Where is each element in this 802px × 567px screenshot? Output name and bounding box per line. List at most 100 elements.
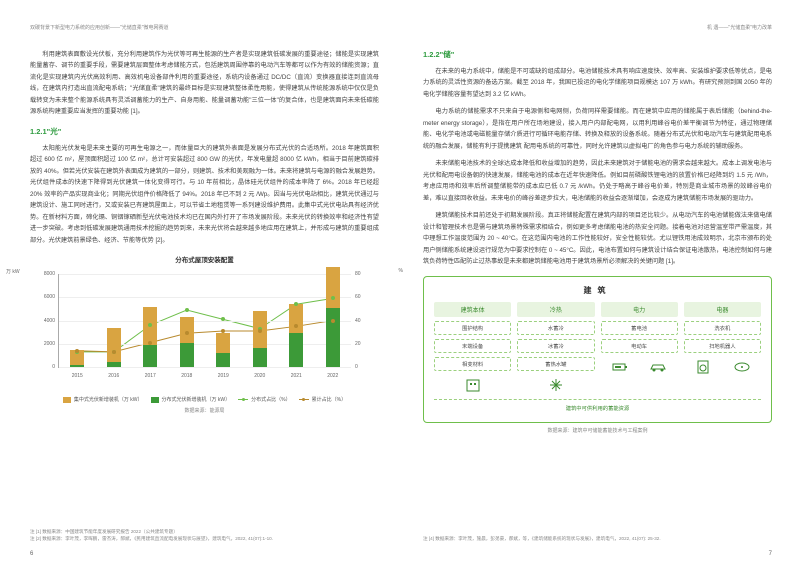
infographic-column: 冷热水蓄冷冰蓄冷蓄热水罐: [517, 302, 594, 393]
line-point: [185, 331, 189, 335]
column-item: 蓄热水罐: [517, 357, 594, 371]
bar-segment: [289, 333, 303, 367]
section-heading-store: 1.2.2"储": [423, 49, 772, 60]
bar-segment: [70, 365, 84, 367]
gridline: [59, 274, 351, 275]
car-icon: [647, 359, 669, 375]
footnote-2: 注 [2] 数据来源：李叶茂，李晖鹏，雷杰涛，郝斌，《民用建筑直流配电发展现状与…: [30, 536, 379, 543]
column-item: 相变材料: [434, 357, 511, 371]
infographic-footer: 建筑中可供利用的蓄能资源: [434, 399, 761, 412]
legend-item: 集中式光伏新增装机（万 kW）: [63, 396, 143, 403]
bar-group: [216, 333, 230, 367]
legend-label: 分布式占比（%）: [251, 396, 290, 403]
robot-icon: [731, 359, 753, 375]
chart-legend: 集中式光伏新增装机（万 kW） 分布式光伏新增装机（万 kW） 分布式占比（%） 累计…: [30, 396, 379, 403]
building-infographic: 建筑 建筑本体围护结构末端设备相变材料冷热水蓄冷冰蓄冷蓄热水罐电力蓄电池电动车电…: [423, 276, 772, 423]
y-left-tick: 8000: [37, 271, 55, 277]
legend-swatch-line: [238, 399, 248, 400]
bar-segment: [180, 343, 194, 367]
legend-swatch-line: [299, 399, 309, 400]
y-right-tick: 0: [355, 364, 373, 370]
y-left-label: 万 kW: [6, 268, 20, 275]
x-tick: 2020: [250, 373, 270, 379]
column-item: 末端设备: [434, 339, 511, 353]
infographic-column: 建筑本体围护结构末端设备相变材料: [434, 302, 511, 393]
icon-row: [517, 377, 594, 393]
bar-group: [253, 311, 267, 367]
y-right-tick: 20: [355, 341, 373, 347]
chart-title: 分布式屋顶安装配置: [30, 254, 379, 264]
line-point: [221, 317, 225, 321]
light-paragraph-1: 太阳能光伏发电是未来主要的可再生电源之一，而体量巨大的建筑外表面是发展分布式光伏…: [30, 143, 379, 246]
infographic-column: 电器洗衣机扫地机器人: [684, 302, 761, 393]
gridline: [59, 321, 351, 322]
page-right: 机 遇——"光储直柔"电力改革 1.2.2"储" 在未来的电力系统中，储能是不可…: [401, 0, 802, 567]
section-heading-light: 1.2.1"光": [30, 126, 379, 137]
page-spread: 双碳背景下新型电力系统的应用创新——"光储直柔"微电网赛道 利用建筑表面敷设光伏…: [0, 0, 802, 567]
bar-segment: [107, 328, 121, 362]
line-point: [75, 349, 79, 353]
bar-group: [326, 267, 340, 367]
washer-icon: [692, 359, 714, 375]
x-tick: 2022: [323, 373, 343, 379]
column-head: 建筑本体: [434, 302, 511, 317]
y-right-tick: 40: [355, 318, 373, 324]
bar-segment: [289, 304, 303, 333]
y-left-tick: 4000: [37, 318, 55, 324]
bar-segment: [253, 348, 267, 367]
snow-icon: [545, 377, 567, 393]
line-point: [331, 296, 335, 300]
legend-swatch: [151, 397, 159, 403]
y-left-tick: 0: [37, 364, 55, 370]
running-head-left: 双碳背景下新型电力系统的应用创新——"光储直柔"微电网赛道: [30, 24, 169, 31]
footnotes-right: 注 [4] 数据来源：李叶茂，施晨，彭弟豪，郝斌，等，《建筑储能系统的现状与发展…: [423, 536, 772, 543]
line-point: [258, 329, 262, 333]
bar-group: [107, 328, 121, 367]
pv-chart: 万 kW % 020004000600080000204060802015201…: [30, 270, 379, 390]
bar-segment: [326, 267, 340, 308]
x-tick: 2018: [177, 373, 197, 379]
legend-label: 集中式光伏新增装机（万 kW）: [74, 396, 143, 403]
column-head: 冷热: [517, 302, 594, 317]
store-paragraph-1: 在未来的电力系统中，储能是不可或缺的组成部分。电池储能技术具有响应速度快、效率高…: [423, 66, 772, 100]
line-point: [148, 341, 152, 345]
page-number-left: 6: [30, 551, 33, 557]
x-tick: 2021: [286, 373, 306, 379]
header-left: 双碳背景下新型电力系统的应用创新——"光储直柔"微电网赛道: [30, 24, 379, 31]
icon-row: [434, 377, 511, 393]
x-tick: 2015: [67, 373, 87, 379]
y-right-tick: 80: [355, 271, 373, 277]
line-point: [185, 308, 189, 312]
column-item: 冰蓄冷: [517, 339, 594, 353]
icon-row: [601, 359, 678, 375]
line-point: [148, 323, 152, 327]
footnote-4: 注 [4] 数据来源：李叶茂，施晨，彭弟豪，郝斌，等，《建筑储能系统的现状与发展…: [423, 536, 772, 543]
battery-icon: [609, 359, 631, 375]
line-point: [112, 350, 116, 354]
line-point: [294, 324, 298, 328]
page-left: 双碳背景下新型电力系统的应用创新——"光储直柔"微电网赛道 利用建筑表面敷设光伏…: [0, 0, 401, 567]
bar-group: [143, 307, 157, 367]
pv-chart-wrap: 分布式屋顶安装配置 万 kW % 02000400060008000020406…: [30, 254, 379, 414]
column-item: 洗衣机: [684, 321, 761, 335]
store-paragraph-2: 电力系统的储能需求不只来自于电源侧和电网侧，负荷同样需要储能。而在建筑中应用的储…: [423, 106, 772, 152]
chart-area: 0200040006000800002040608020152016201720…: [58, 274, 351, 368]
line-point: [331, 319, 335, 323]
running-head-right: 机 遇——"光储直柔"电力改革: [707, 24, 772, 31]
column-item: 围护结构: [434, 321, 511, 335]
legend-item: 分布式光伏新增装机（万 kW）: [151, 396, 231, 403]
y-right-tick: 60: [355, 294, 373, 300]
infographic-columns: 建筑本体围护结构末端设备相变材料冷热水蓄冷冰蓄冷蓄热水罐电力蓄电池电动车电器洗衣…: [434, 302, 761, 393]
legend-label: 累计占比（%）: [312, 396, 346, 403]
page-number-right: 7: [769, 551, 772, 557]
intro-paragraph: 利用建筑表面敷设光伏板，充分利用建筑作为光伏等可再生能源的生产者是实现建筑低碳发…: [30, 49, 379, 118]
legend-item: 分布式占比（%）: [238, 396, 290, 403]
legend-item: 累计占比（%）: [299, 396, 346, 403]
footnotes-left: 注 [1] 数据来源：中国建筑节能年度发展研究报告 2022（公共建筑专题） 注…: [30, 529, 379, 543]
store-paragraph-4: 建筑储能技术目前还处于初期发展阶段。真正将储能配置在建筑内部的项目还比较少。从电…: [423, 210, 772, 267]
x-tick: 2016: [104, 373, 124, 379]
gridline: [59, 344, 351, 345]
icon-row: [684, 359, 761, 375]
line-point: [221, 329, 225, 333]
bar-group: [289, 304, 303, 367]
